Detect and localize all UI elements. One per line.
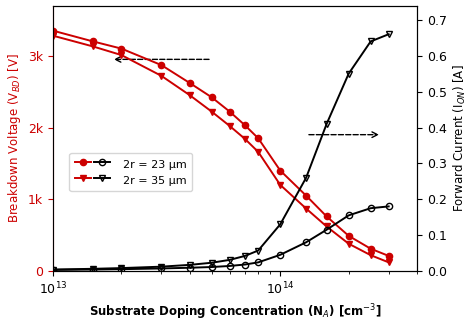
Y-axis label: Forward Current (I$_{ON}$) [A]: Forward Current (I$_{ON}$) [A] [452,64,468,212]
Y-axis label: Breakdown Voltage (V$_{BD}$) [V]: Breakdown Voltage (V$_{BD}$) [V] [6,53,23,223]
X-axis label: Substrate Doping Concentration (N$_{A}$) [cm$^{-3}$]: Substrate Doping Concentration (N$_{A}$)… [89,303,381,322]
Legend: 2r = 23 μm, 2r = 35 μm: 2r = 23 μm, 2r = 35 μm [69,153,192,191]
